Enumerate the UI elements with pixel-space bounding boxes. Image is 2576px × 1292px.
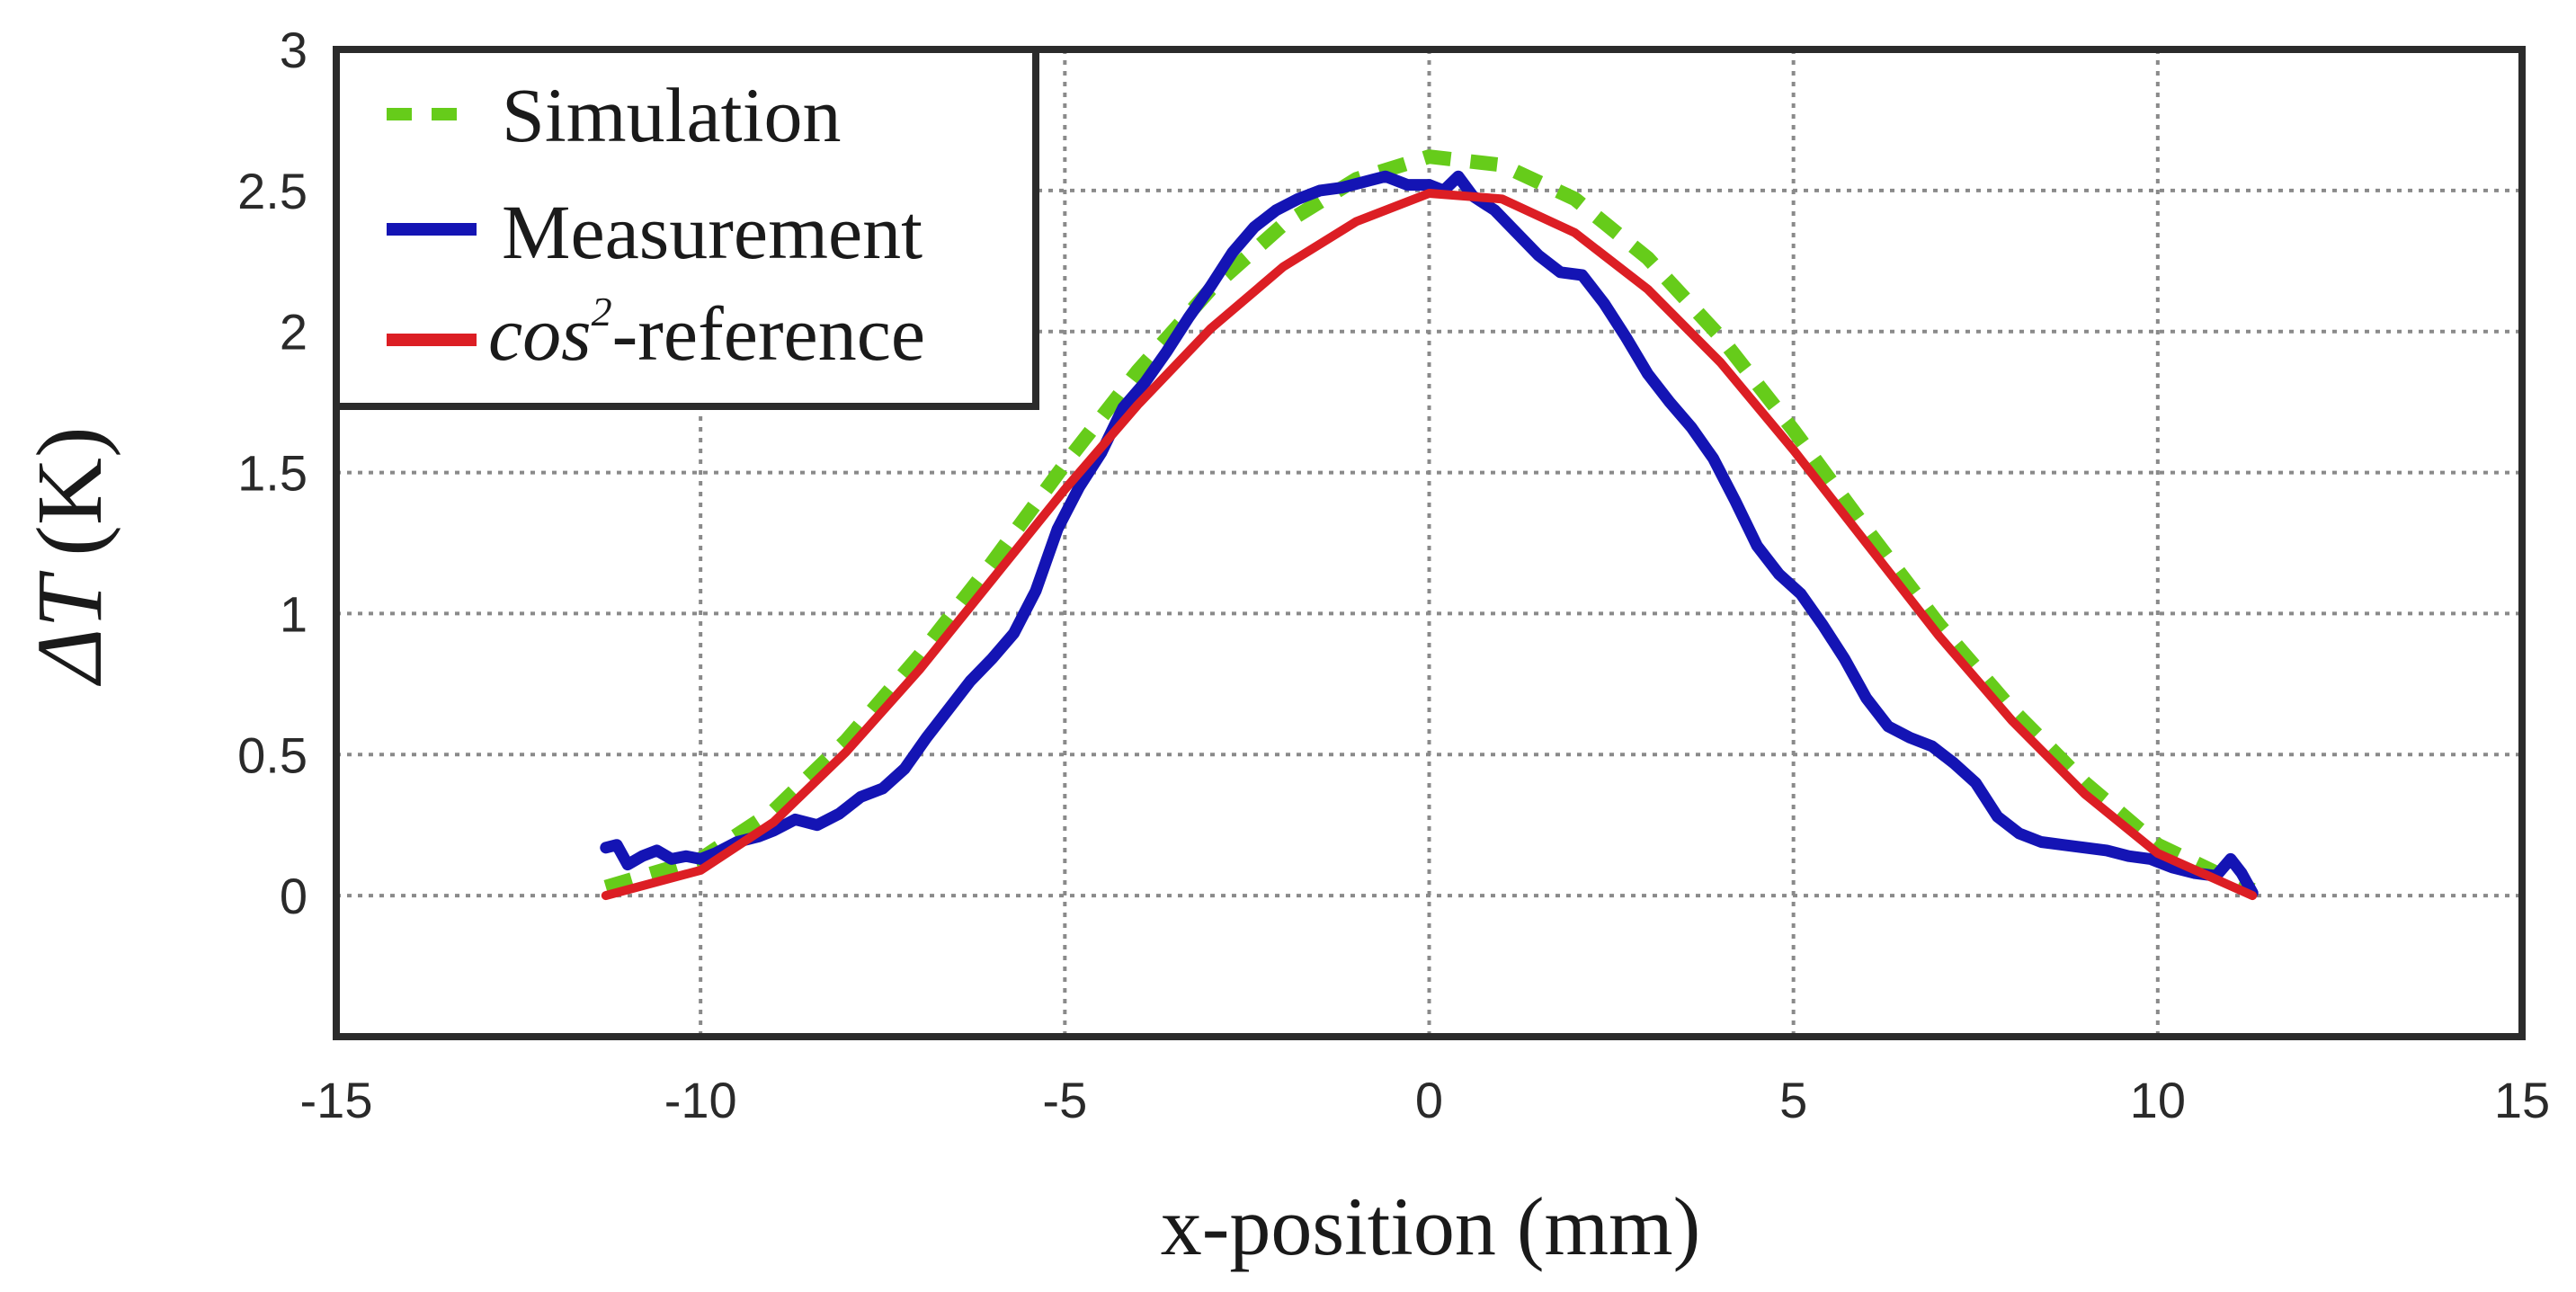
x-tick-label: 5 xyxy=(1779,1072,1807,1128)
plot-area xyxy=(600,149,2259,901)
tick-labels: -15 -10 -5 0 5 10 15 0 0.5 1 1.5 2 2.5 3 xyxy=(237,22,2550,1128)
y-tick-label: 1 xyxy=(280,585,308,642)
y-tick-label: 0 xyxy=(280,868,308,924)
legend-label-reference: cos2-reference xyxy=(488,289,925,377)
y-tick-label: 2.5 xyxy=(237,163,308,219)
y-tick-label: 2 xyxy=(280,304,308,361)
legend-label-measurement: Measurement xyxy=(502,189,923,275)
series-line-simulation xyxy=(603,149,2256,897)
y-tick-label: 1.5 xyxy=(237,445,308,502)
x-tick-label: -15 xyxy=(300,1072,373,1128)
x-tick-label: -5 xyxy=(1042,1072,1087,1128)
x-axis-label: x-position (mm) xyxy=(1161,1181,1701,1272)
x-tick-label: -10 xyxy=(664,1072,737,1128)
legend-label-reference-cos: cos xyxy=(488,290,592,377)
y-axis-label: ΔT (K) xyxy=(18,426,121,686)
plot-frame xyxy=(333,46,2526,1040)
y-axis-label-unit: (K) xyxy=(18,426,121,556)
legend-label-reference-rest: -reference xyxy=(612,290,925,377)
x-tick-label: 0 xyxy=(1415,1072,1443,1128)
series-line-measurement xyxy=(600,170,2259,899)
legend: Simulation Measurement cos2-reference xyxy=(333,46,1039,410)
legend-label-simulation: Simulation xyxy=(502,72,841,158)
y-tick-label: 0.5 xyxy=(237,726,308,783)
legend-label-reference-sup: 2 xyxy=(592,289,612,334)
x-tick-label: 10 xyxy=(2130,1072,2186,1128)
series-line-reference xyxy=(601,189,2258,901)
x-tick-label: 15 xyxy=(2494,1072,2550,1128)
y-axis-label-symbol: ΔT xyxy=(18,571,121,687)
y-tick-label: 3 xyxy=(280,22,308,78)
